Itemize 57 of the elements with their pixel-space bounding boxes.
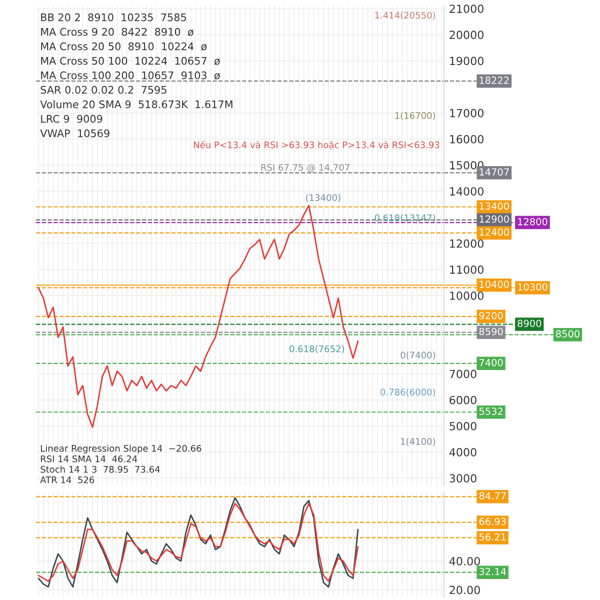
ref-line-label: 32.14	[479, 568, 506, 576]
annotation: SAR 0.02 0.02 0.2 7595	[40, 86, 166, 94]
annotation: RSI 67.75 @ 14,707	[261, 164, 350, 172]
y-tick-label: 19000	[450, 56, 484, 66]
ref-line-label: 13400	[480, 202, 509, 210]
y-tick-label: 10000	[450, 292, 484, 300]
line-series	[38, 204, 359, 428]
ref-line-label: 12400	[480, 228, 509, 236]
y-tick-label: 14000	[450, 187, 484, 196]
ref-line-label: 10300	[518, 283, 548, 291]
annotation: BB 20 2 8910 10235 7585	[41, 13, 186, 22]
annotation: 0(7400)	[400, 352, 436, 360]
ref-line-label: 10400	[480, 280, 509, 288]
ref-line-label: 12900	[480, 215, 509, 223]
ref-line-label: 12800	[518, 218, 548, 226]
annotation: 0.786(6000)	[380, 388, 436, 397]
annotation: Stoch 14 1 3 78.95 73.64	[40, 466, 160, 473]
y-tick-label: 16000	[450, 135, 484, 144]
annotation: MA Cross 100 200 10657 9103 ø	[41, 71, 220, 80]
ref-line-label: 5532	[479, 408, 502, 415]
annotation: MA Cross 20 50 8910 10224 ø	[41, 42, 207, 51]
annotation: LRC 9 9009	[41, 114, 102, 123]
annotation: MA Cross 9 20 8422 8910 ø	[41, 28, 194, 36]
annotation: 1(16700)	[395, 112, 436, 120]
y-tick-label: 4000	[449, 448, 476, 456]
annotation: Nếu P<13.4 và RSI >63.93 hoặc P>13.4 và RSI<63.93	[194, 140, 440, 150]
y-tick-label: 7000	[450, 370, 476, 378]
ref-line-label: 8900	[518, 320, 542, 328]
y-tick-label: 17000	[450, 108, 484, 118]
annotation: 1(4100)	[401, 438, 436, 446]
y-tick-label: 12000	[450, 239, 484, 248]
ref-line-label: 66.93	[479, 518, 506, 526]
annotation: VWAP 10569	[40, 129, 110, 138]
ref-line-label: 9200	[479, 312, 503, 320]
annotation: RSI 14 SMA 14 46.24	[40, 455, 138, 462]
ref-line-label: 8590	[479, 328, 503, 336]
y-tick-label: 20.00	[450, 586, 480, 594]
annotation: Linear Regression Slope 14 −20.66	[40, 444, 202, 454]
y-tick-label: 20000	[450, 30, 484, 40]
ref-line-label: 84.77	[479, 492, 506, 500]
y-tick-label: 40.00	[449, 557, 480, 566]
ref-line-label: 8500	[556, 330, 580, 338]
y-tick-label: 11000	[450, 265, 484, 274]
ref-line-label: 7400	[479, 358, 503, 366]
annotation: ATR 14 526	[40, 476, 94, 484]
ref-line-label: 56.21	[479, 533, 506, 541]
y-tick-label: 3000	[450, 474, 476, 483]
ref-line-label: 14707	[480, 168, 509, 176]
y-tick-label: 6000	[450, 396, 476, 404]
ref-line-label: 18222	[480, 76, 509, 84]
y-tick-label: 21000	[450, 4, 484, 13]
annotation: (13400)	[306, 194, 340, 202]
annotation: 0.618(7652)	[290, 345, 344, 354]
annotation: MA Cross 50 100 10224 10657 ø	[41, 56, 220, 66]
annotation: 1.414(20550)	[375, 12, 436, 20]
y-tick-label: 5000	[450, 422, 476, 430]
annotation: Volume 20 SMA 9 518.673K 1.617M	[40, 100, 232, 108]
